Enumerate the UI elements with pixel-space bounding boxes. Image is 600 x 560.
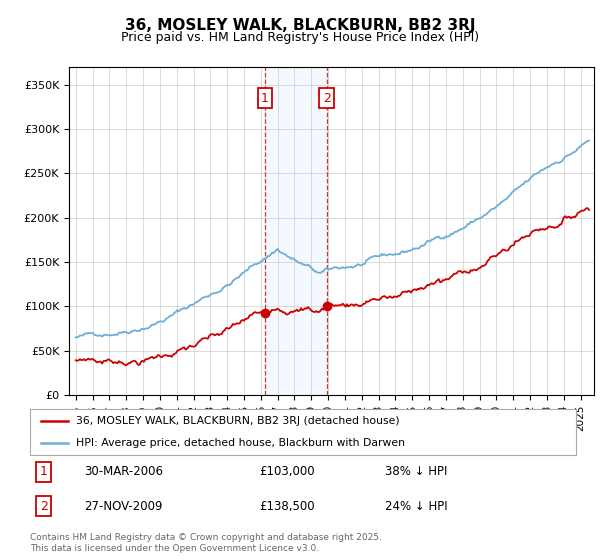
Text: 2: 2 — [323, 92, 331, 105]
Text: Price paid vs. HM Land Registry's House Price Index (HPI): Price paid vs. HM Land Registry's House … — [121, 31, 479, 44]
Text: 1: 1 — [40, 465, 47, 478]
Text: HPI: Average price, detached house, Blackburn with Darwen: HPI: Average price, detached house, Blac… — [76, 438, 406, 448]
Text: 36, MOSLEY WALK, BLACKBURN, BB2 3RJ (detached house): 36, MOSLEY WALK, BLACKBURN, BB2 3RJ (det… — [76, 416, 400, 426]
Text: 24% ↓ HPI: 24% ↓ HPI — [385, 500, 448, 512]
Text: Contains HM Land Registry data © Crown copyright and database right 2025.
This d: Contains HM Land Registry data © Crown c… — [30, 533, 382, 553]
Text: 27-NOV-2009: 27-NOV-2009 — [85, 500, 163, 512]
Text: £138,500: £138,500 — [259, 500, 315, 512]
Bar — [265, 67, 327, 395]
Text: 38% ↓ HPI: 38% ↓ HPI — [385, 465, 447, 478]
Text: 2: 2 — [40, 500, 47, 512]
Text: 30-MAR-2006: 30-MAR-2006 — [85, 465, 164, 478]
Text: 1: 1 — [261, 92, 269, 105]
Text: 36, MOSLEY WALK, BLACKBURN, BB2 3RJ: 36, MOSLEY WALK, BLACKBURN, BB2 3RJ — [125, 18, 475, 33]
Text: £103,000: £103,000 — [259, 465, 315, 478]
